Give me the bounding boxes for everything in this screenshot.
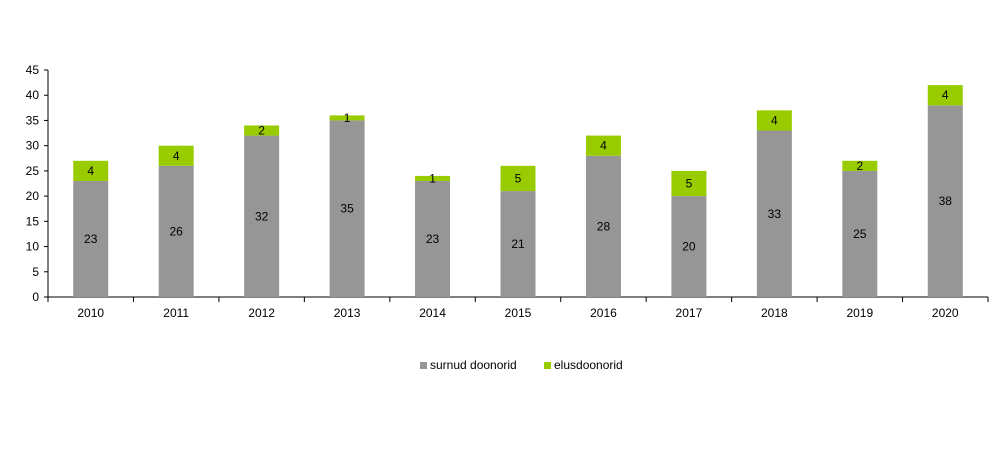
- legend: surnud doonorid elusdoonorid: [420, 358, 623, 372]
- data-label: 5: [515, 171, 522, 185]
- y-tick-label: 0: [32, 290, 39, 304]
- x-tick-label: 2014: [419, 306, 446, 320]
- legend-swatch: [420, 362, 427, 369]
- x-tick-label: 2011: [163, 306, 189, 320]
- data-label: 5: [686, 177, 693, 191]
- y-tick-label: 5: [32, 265, 39, 279]
- legend-swatch: [544, 362, 551, 369]
- y-tick-label: 25: [26, 164, 40, 178]
- y-tick-label: 30: [26, 139, 40, 153]
- data-label-group: 23 4 26 4 32 2 35 1 23 1 21 5 28 4 20 5 33 4 25 2 38 4: [84, 88, 952, 253]
- bar-segment-elus: [842, 160, 878, 171]
- data-label: 4: [87, 164, 94, 178]
- bar-segment-surnud: [244, 135, 280, 297]
- legend-label: surnud doonorid: [430, 358, 517, 372]
- bar-segment-surnud: [756, 130, 792, 297]
- data-label: 4: [600, 139, 607, 153]
- x-tick-label: 2010: [77, 306, 104, 320]
- x-tick-label: 2012: [248, 306, 275, 320]
- bar-segment-surnud: [585, 155, 621, 297]
- bar-segment-elus: [415, 175, 451, 181]
- data-label: 25: [853, 227, 867, 241]
- data-label: 1: [429, 171, 436, 185]
- data-label: 1: [344, 111, 351, 125]
- data-label: 23: [426, 232, 440, 246]
- bar-segment-elus: [585, 135, 621, 156]
- y-tick-label: 35: [26, 113, 40, 127]
- x-tick-label: 2020: [932, 306, 959, 320]
- y-tick-label: 40: [26, 88, 40, 102]
- bar-segment-surnud: [842, 170, 878, 297]
- data-label: 4: [173, 149, 180, 163]
- x-tick-label: 2019: [846, 306, 873, 320]
- bar-segment-elus: [329, 115, 365, 121]
- y-tick-label: 15: [26, 214, 40, 228]
- data-label: 2: [258, 124, 265, 138]
- x-axis: 2010 2011 2012 2013 2014 2015 2016 2017 2018 2019…: [47, 296, 989, 320]
- x-tick-label: 2016: [590, 306, 617, 320]
- bar-segment-elus: [73, 160, 109, 181]
- bar-segment-elus: [756, 110, 792, 131]
- bar-segment-surnud: [415, 180, 451, 297]
- y-tick-label: 20: [26, 189, 40, 203]
- data-label: 4: [942, 88, 949, 102]
- y-tick-label: 10: [26, 240, 40, 254]
- data-label: 33: [768, 207, 782, 221]
- bar-segment-surnud: [927, 105, 963, 297]
- data-label: 2: [856, 159, 863, 173]
- data-label: 32: [255, 209, 269, 223]
- data-label: 21: [511, 237, 525, 251]
- y-tick-label: 45: [26, 63, 40, 77]
- data-label: 20: [682, 240, 696, 254]
- x-tick-label: 2015: [505, 306, 532, 320]
- data-label: 26: [170, 224, 184, 238]
- data-label: 23: [84, 232, 98, 246]
- bar-segment-surnud: [329, 120, 365, 297]
- x-tick-label: 2013: [334, 306, 361, 320]
- x-tick-label: 2017: [676, 306, 703, 320]
- data-label: 35: [340, 202, 354, 216]
- bar-segment-elus: [927, 85, 963, 106]
- bar-segment-surnud: [500, 191, 536, 297]
- bar-segment-surnud: [158, 165, 194, 297]
- bar-segment-surnud: [671, 196, 707, 297]
- y-axis: 0 5 10 15 20 25 30 35 40 45: [26, 63, 49, 304]
- bar-segment-elus: [671, 170, 707, 197]
- legend-label: elusdoonorid: [554, 358, 623, 372]
- bar-segment-elus: [244, 125, 280, 136]
- x-tick-label: 2018: [761, 306, 788, 320]
- bar-segment-surnud: [73, 180, 109, 297]
- data-label: 38: [939, 194, 953, 208]
- data-label: 28: [597, 219, 611, 233]
- bar-segment-elus: [158, 145, 194, 166]
- bar-group: [73, 85, 963, 297]
- bar-segment-elus: [500, 165, 536, 192]
- data-label: 4: [771, 113, 778, 127]
